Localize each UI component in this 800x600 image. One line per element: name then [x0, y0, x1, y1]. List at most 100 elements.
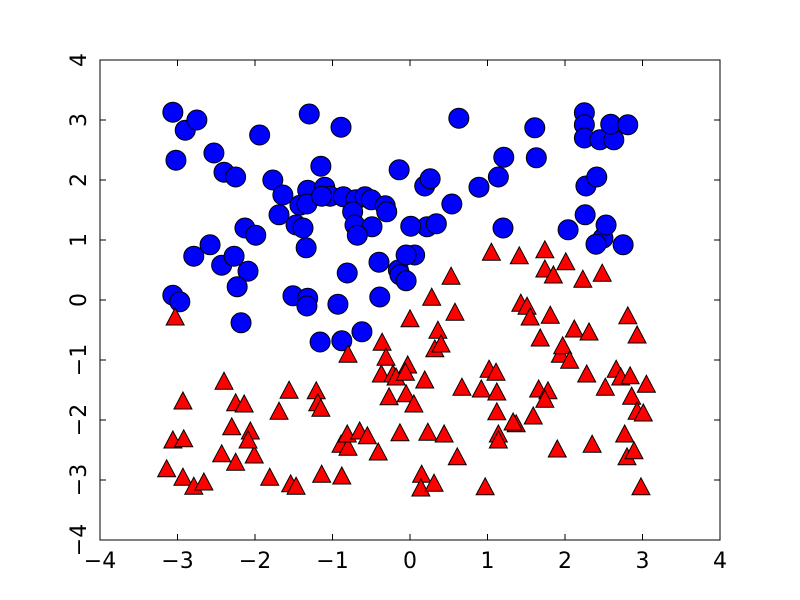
- circle-point: [441, 193, 463, 215]
- x-tick-label: 4: [713, 549, 727, 574]
- circle-point: [395, 244, 417, 266]
- triangle-point: [441, 266, 461, 285]
- triangle-point: [535, 239, 555, 259]
- circle-point: [169, 291, 191, 313]
- triangle-point: [244, 444, 265, 464]
- circle-point: [249, 124, 271, 146]
- circle-point: [165, 149, 187, 171]
- circle-point: [617, 114, 639, 136]
- circle-point: [487, 166, 509, 188]
- triangle-point: [540, 305, 561, 324]
- triangle-point: [488, 429, 509, 449]
- y-tick-label: 1: [67, 233, 92, 247]
- triangle-point: [620, 365, 640, 385]
- triangle-point: [555, 251, 576, 271]
- circle-point: [296, 295, 318, 317]
- triangle-point: [547, 438, 568, 458]
- circle-point: [310, 155, 332, 177]
- x-tick-label: 3: [636, 549, 650, 574]
- circle-point: [448, 107, 470, 129]
- triangle-point: [338, 437, 358, 456]
- circle-point: [369, 286, 391, 308]
- circle-point: [298, 103, 320, 125]
- x-tick-label: 0: [403, 549, 417, 574]
- triangle-point: [475, 476, 496, 496]
- triangle-point: [357, 425, 378, 445]
- triangle-point: [595, 377, 616, 396]
- circle-point: [492, 217, 514, 239]
- circle-point: [186, 109, 208, 131]
- triangle-point: [486, 381, 507, 401]
- circle-point: [230, 312, 252, 334]
- circle-point: [400, 215, 422, 237]
- circle-point: [336, 262, 358, 284]
- triangle-point: [509, 245, 530, 265]
- triangle-point: [395, 362, 416, 381]
- triangle-point: [503, 411, 523, 431]
- triangle-point: [543, 264, 564, 284]
- circle-point: [346, 224, 368, 246]
- triangle-point: [520, 306, 540, 326]
- triangle-point: [445, 302, 465, 321]
- triangle-point: [627, 324, 647, 344]
- triangle-point: [636, 374, 657, 393]
- circle-point: [183, 245, 205, 267]
- triangle-point: [331, 465, 352, 485]
- triangle-point: [376, 347, 396, 366]
- triangle-point: [156, 458, 177, 478]
- triangle-point: [452, 377, 472, 396]
- circle-point: [586, 166, 608, 188]
- triangle-point: [576, 363, 597, 383]
- x-tick-label: −3: [161, 549, 193, 574]
- x-tick-label: 2: [558, 549, 572, 574]
- circle-point: [419, 168, 441, 190]
- triangle-point: [225, 452, 246, 471]
- y-tick-label: −1: [67, 344, 92, 376]
- triangle-point: [372, 332, 392, 351]
- circle-point: [295, 237, 317, 259]
- circle-point: [557, 219, 579, 241]
- triangle-point: [221, 416, 242, 436]
- circle-point: [292, 217, 314, 239]
- triangle-point: [631, 476, 651, 496]
- triangle-point: [311, 464, 332, 483]
- circle-point: [162, 101, 184, 123]
- circle-point: [395, 270, 417, 292]
- circle-point: [237, 260, 259, 282]
- circle-point: [268, 204, 290, 226]
- triangle-point: [431, 333, 451, 353]
- triangle-point: [582, 434, 602, 453]
- triangle-point: [559, 350, 580, 369]
- triangle-point: [234, 393, 254, 413]
- x-tick-label: −2: [239, 549, 271, 574]
- circle-point: [585, 233, 607, 255]
- x-tick-label: −1: [316, 549, 348, 574]
- circle-point: [330, 116, 352, 138]
- triangle-point: [421, 287, 442, 306]
- y-tick-label: 0: [67, 293, 92, 307]
- triangle-point: [194, 471, 214, 491]
- triangle-point: [486, 401, 507, 421]
- triangle-point: [311, 398, 331, 417]
- triangle-point: [400, 308, 420, 328]
- x-tick-label: −4: [84, 549, 116, 574]
- triangle-point: [633, 402, 654, 422]
- triangle-point: [211, 443, 232, 463]
- circle-point: [272, 184, 294, 206]
- triangle-point: [617, 305, 638, 325]
- triangle-point: [417, 422, 438, 441]
- triangle-point: [572, 269, 593, 288]
- triangle-point: [535, 389, 555, 408]
- x-tick-label: 1: [481, 549, 495, 574]
- circle-point: [331, 330, 353, 352]
- y-tick-label: −3: [67, 464, 92, 496]
- triangle-point: [447, 446, 468, 466]
- circle-point: [309, 331, 331, 353]
- triangle-point: [552, 335, 573, 355]
- circle-point: [376, 201, 398, 223]
- circle-point: [595, 214, 617, 236]
- circle-point: [425, 213, 447, 235]
- circle-point: [574, 204, 596, 226]
- triangle-point: [279, 380, 299, 399]
